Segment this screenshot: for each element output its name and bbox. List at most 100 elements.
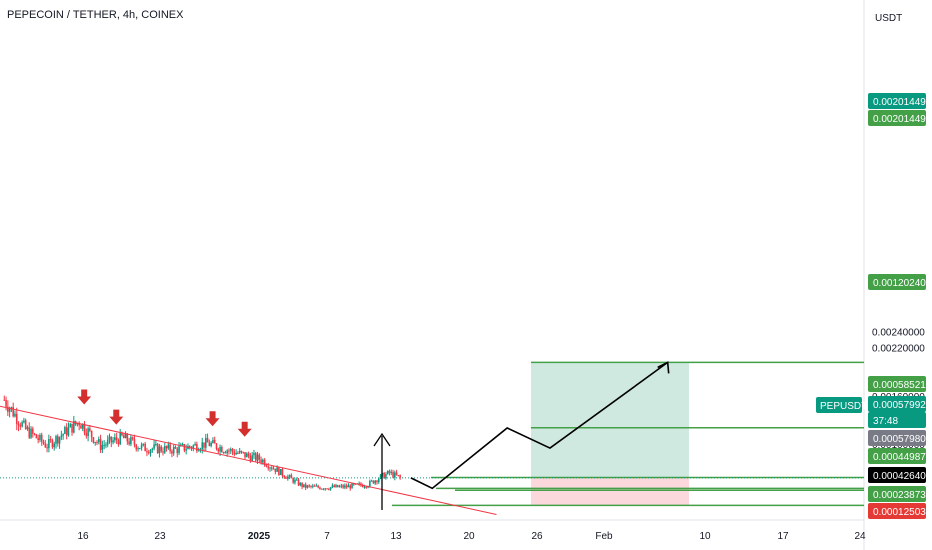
candle-body	[3, 399, 6, 401]
price-tag-bg	[868, 110, 926, 126]
candle-body	[361, 485, 364, 488]
candle-body	[64, 427, 66, 434]
candle-body	[254, 453, 257, 461]
candle-body	[290, 475, 293, 479]
candle-body	[169, 444, 171, 452]
candle-body	[369, 480, 371, 487]
candle-body	[303, 484, 305, 488]
candle-body	[397, 475, 400, 477]
price-tag-text: 0.00023873	[873, 490, 926, 501]
candle-body	[222, 452, 225, 454]
candle-body	[320, 488, 323, 490]
candle-body	[15, 413, 18, 424]
candle-body	[28, 427, 31, 438]
resistance-trendline[interactable]	[0, 404, 497, 515]
candle-body	[374, 480, 377, 484]
candle-body	[377, 478, 380, 483]
candle-body	[56, 436, 59, 444]
candle-body	[62, 433, 64, 436]
price-tag: 0.00012503	[868, 503, 926, 519]
candle-body	[55, 436, 57, 444]
candle-body	[317, 485, 319, 488]
candle-body	[128, 441, 130, 445]
candle-body	[174, 447, 177, 449]
candle-body	[49, 439, 52, 441]
candle-body	[340, 485, 343, 487]
candle-body	[32, 428, 34, 434]
candle-body	[292, 478, 294, 483]
candle-body	[69, 423, 72, 428]
projected-path[interactable]	[410, 361, 669, 490]
candle-body	[388, 470, 391, 473]
candle-body	[281, 469, 284, 476]
candle-body	[23, 420, 25, 423]
candle-body	[267, 466, 270, 469]
candle-body	[96, 441, 98, 443]
price-tag-bg	[868, 396, 926, 412]
candle-body	[345, 485, 348, 488]
candle-body	[322, 488, 325, 490]
candle-body	[37, 438, 39, 441]
candle-body	[274, 468, 277, 472]
candle-body	[105, 444, 107, 446]
candle-body	[67, 427, 70, 436]
candle-body	[21, 422, 23, 427]
candle-body	[231, 449, 234, 452]
candle-body	[210, 442, 212, 446]
price-tag-bg	[868, 503, 926, 519]
candle-body	[390, 471, 393, 473]
resistance-touch-arrow-icon	[109, 409, 124, 425]
candle-body	[229, 449, 232, 451]
price-tag-text: 0.00201449	[873, 114, 926, 125]
candle-body	[379, 474, 382, 479]
time-tick-label: 2025	[248, 531, 271, 542]
candle-body	[221, 446, 223, 453]
candle-body	[242, 451, 245, 453]
candle-body	[103, 444, 105, 446]
candle-body	[240, 450, 243, 452]
candle-body	[276, 467, 278, 472]
candle-body	[151, 448, 154, 451]
candle-body	[263, 459, 266, 466]
candle-body	[297, 479, 300, 486]
candle-body	[92, 437, 95, 443]
time-tick-label: 23	[154, 531, 166, 542]
candles	[3, 395, 401, 491]
candle-body	[78, 423, 80, 426]
candle-body	[204, 437, 207, 448]
time-tick-label: Feb	[595, 531, 613, 542]
candle-body	[278, 467, 280, 476]
candle-body	[269, 467, 271, 469]
candle-body	[17, 423, 20, 426]
candle-body	[83, 423, 86, 433]
breakout-arrowhead-icon	[373, 432, 391, 447]
candle-body	[14, 413, 16, 417]
candle-body	[342, 485, 344, 488]
candle-body	[347, 485, 350, 488]
symbol-title: PEPECOIN / TETHER, 4h, COINEX	[7, 9, 184, 21]
candle-body	[188, 445, 191, 448]
candle-body	[171, 451, 173, 454]
candle-body	[140, 444, 143, 449]
price-tag: 37:48	[868, 412, 926, 428]
candle-body	[217, 448, 220, 452]
price-tick-label: 0.00240000	[872, 327, 925, 338]
candle-body	[94, 441, 97, 443]
candle-body	[206, 437, 209, 443]
price-tag-text: 0.00012503	[873, 507, 926, 518]
candle-body	[147, 452, 150, 454]
candle-body	[358, 483, 360, 485]
resistance-touch-arrow-icon	[205, 411, 220, 427]
candle-body	[196, 443, 198, 451]
candle-body	[370, 480, 373, 482]
candle-body	[212, 439, 214, 443]
candle-body	[114, 437, 116, 441]
candle-body	[213, 439, 216, 444]
candle-body	[167, 444, 170, 449]
time-tick-label: 26	[531, 531, 543, 542]
candle-body	[112, 440, 114, 443]
price-tag-text: 0.00057980	[873, 434, 926, 445]
candle-body	[270, 467, 273, 469]
